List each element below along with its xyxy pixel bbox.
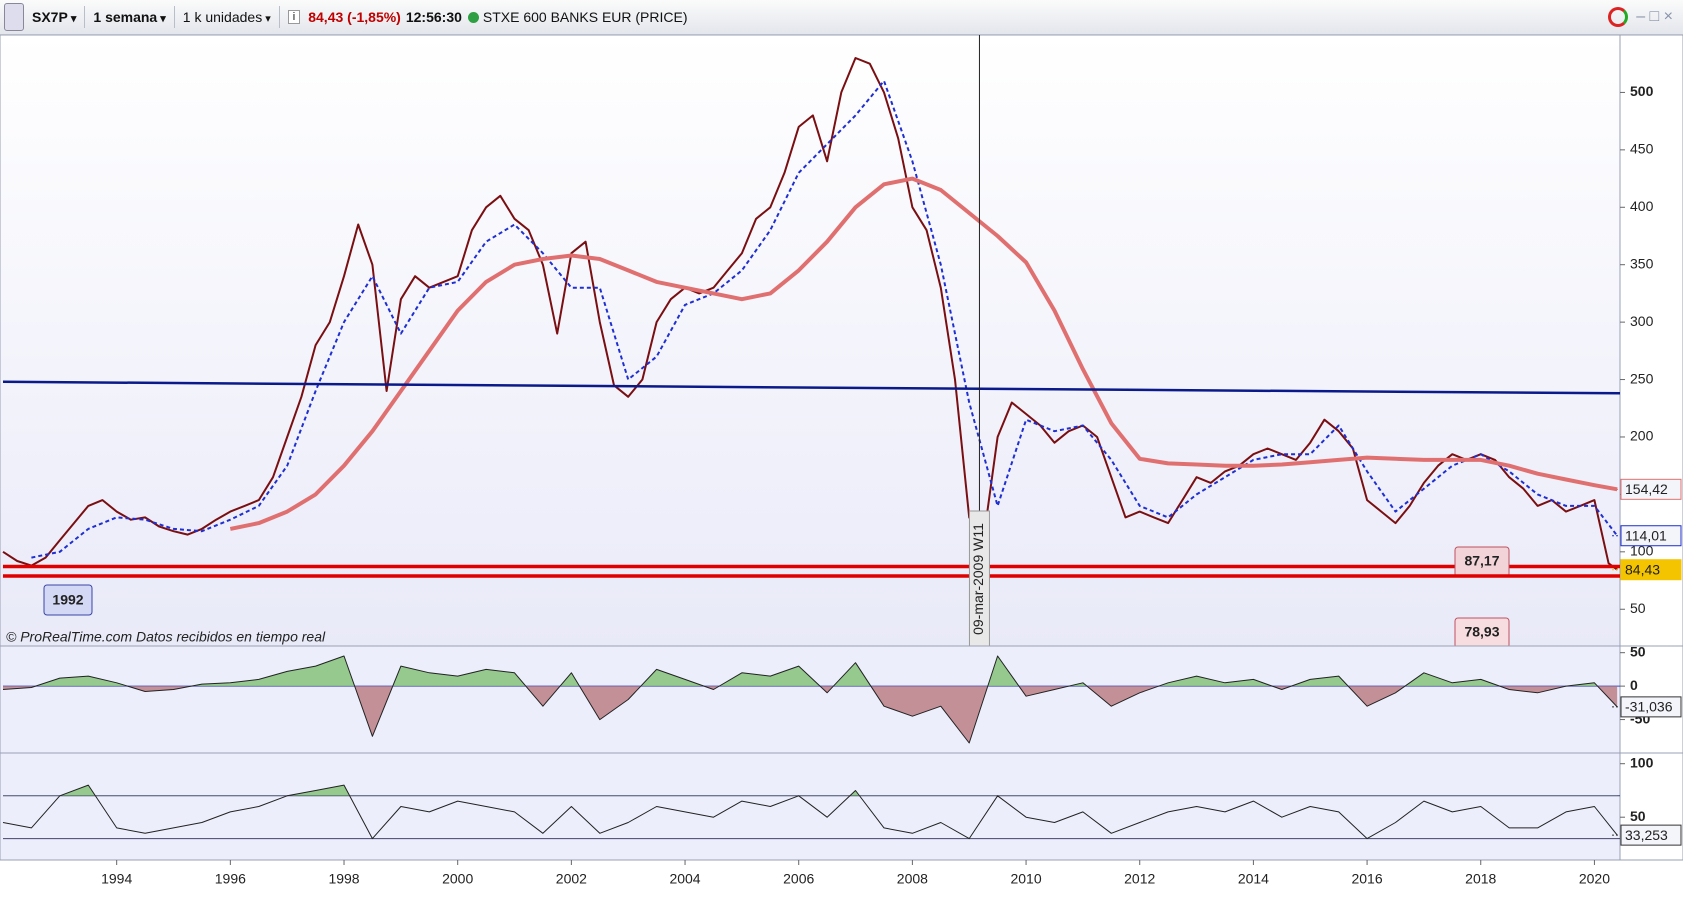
y-tick-label: 50 [1630, 643, 1646, 659]
y-tick-label: 0 [1630, 677, 1638, 693]
units[interactable]: 1 k unidades [183, 9, 271, 25]
y-tick-label: 50 [1630, 808, 1646, 824]
toolbar: SX7P 1 semana 1 k unidades i 84,43 (-1,8… [0, 0, 1683, 35]
last-value-box [1620, 824, 1682, 846]
area-negative [3, 838, 1618, 839]
x-tick-label: 2020 [1579, 871, 1610, 887]
y-tick-label: 100 [1630, 754, 1654, 770]
window-buttons[interactable]: – □ × [1636, 8, 1673, 25]
last-value-label: 84,43 [1625, 561, 1660, 577]
last-value-box [1620, 478, 1682, 500]
y-tick-label: 100 [1630, 543, 1654, 559]
x-tick-label: 2008 [897, 871, 928, 887]
x-tick-label: 2002 [556, 871, 587, 887]
date-label: 09-mar-2009 W11 [970, 523, 986, 635]
y-tick-label: 250 [1630, 370, 1654, 386]
y-tick-label: 500 [1630, 83, 1654, 99]
last-value-label: 154,42 [1625, 481, 1668, 497]
last-value-label: -31,036 [1625, 699, 1673, 715]
y-tick-label: 300 [1630, 313, 1654, 329]
last-value-box [1620, 696, 1682, 718]
last-value-box [1620, 559, 1682, 581]
x-tick-label: 2016 [1351, 871, 1382, 887]
trend-line [2, 380, 1621, 395]
status-dot [467, 11, 479, 23]
panel-background [0, 752, 1621, 861]
start-label-box [43, 584, 93, 616]
series-line [2, 655, 1618, 744]
period[interactable]: 1 semana [93, 9, 165, 25]
x-tick-label: 1996 [215, 871, 246, 887]
x-tick-label: 2004 [669, 871, 700, 887]
x-tick-label: 2014 [1238, 871, 1269, 887]
price: 84,43 (-1,85%) [308, 9, 401, 25]
time: 12:56:30 [405, 9, 462, 25]
x-tick-label: 2006 [783, 871, 814, 887]
series-line [2, 784, 1618, 840]
x-tick-label: 2012 [1124, 871, 1155, 887]
area-positive [3, 656, 1618, 687]
x-tick-label: 2010 [1010, 871, 1041, 887]
series-line [229, 176, 1618, 531]
credit: © ProRealTime.com Datos recibidos en tie… [6, 629, 326, 645]
instrument-name: STXE 600 BANKS EUR (PRICE) [482, 9, 688, 25]
app-icon[interactable] [4, 3, 24, 31]
y-tick-label: 400 [1630, 198, 1654, 214]
panel-background [0, 645, 1621, 754]
support-label: 78,93 [1464, 624, 1499, 640]
info-button[interactable]: i [287, 10, 301, 24]
y-tick-label: 450 [1630, 141, 1654, 157]
refresh-button[interactable] [1608, 7, 1629, 27]
y-tick-label: 200 [1630, 428, 1654, 444]
x-tick-label: 2018 [1465, 871, 1496, 887]
last-value-box [1620, 525, 1682, 547]
symbol[interactable]: SX7P [32, 9, 76, 25]
last-value-label: 114,01 [1625, 527, 1667, 543]
x-tick-label: 1994 [101, 871, 132, 887]
last-value-label: 33,253 [1625, 827, 1668, 843]
y-tick-label: 350 [1630, 255, 1654, 271]
support-label: 87,17 [1464, 553, 1499, 569]
x-tick-label: 1998 [328, 871, 359, 887]
chart: 5010015020025030035040045050087,1778,930… [0, 35, 1683, 887]
x-tick-label: 2000 [442, 871, 473, 887]
panel-background [0, 35, 1621, 647]
y-tick-label: 50 [1630, 600, 1646, 616]
start-label: 1992 [52, 592, 83, 608]
